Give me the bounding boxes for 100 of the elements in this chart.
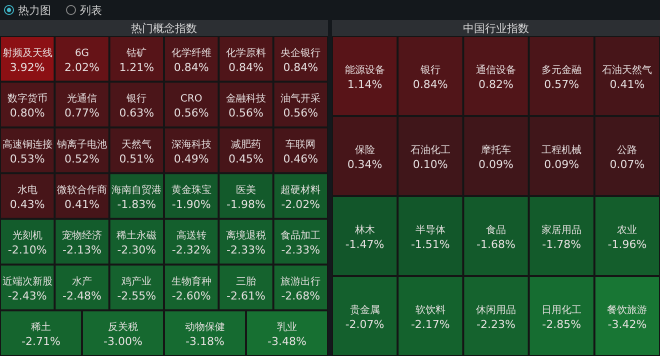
data-label: 0.07% bbox=[610, 158, 645, 171]
category-label: 海南自贸港 bbox=[112, 184, 162, 196]
category-label: 离境退税 bbox=[226, 230, 266, 242]
category-label: 贵金属 bbox=[350, 304, 380, 316]
category-label: 多元金融 bbox=[542, 64, 582, 76]
category-label: 深海科技 bbox=[171, 138, 212, 150]
data-label: 0.09% bbox=[478, 158, 514, 171]
category-label: 银行 bbox=[419, 65, 440, 76]
text: 热门概念指数 bbox=[131, 22, 197, 35]
data-label: -1.83% bbox=[117, 198, 156, 211]
data-label: -2.33% bbox=[281, 244, 320, 257]
category-label: 钴矿 bbox=[126, 46, 147, 59]
category-label: 光通信 bbox=[67, 92, 97, 105]
category-label: 超硬材料 bbox=[280, 184, 321, 196]
data-label: 0.46% bbox=[283, 152, 318, 166]
data-label: -1.96% bbox=[608, 238, 647, 251]
data-label: 0.84% bbox=[174, 60, 209, 74]
data-label: -2.30% bbox=[117, 244, 156, 257]
data-label: -2.61% bbox=[226, 289, 266, 302]
data-label: 0.09% bbox=[544, 158, 580, 171]
data-label: 0.56% bbox=[283, 106, 318, 120]
category-label: 反关税 bbox=[108, 321, 138, 334]
data-label: -1.78% bbox=[542, 238, 582, 251]
data-label: 0.41% bbox=[64, 198, 100, 211]
category-label: 医美 bbox=[236, 184, 256, 196]
text: 热力图 bbox=[18, 4, 51, 17]
category-label: 光刻机 bbox=[12, 230, 42, 242]
category-label: 鸡产业 bbox=[120, 275, 152, 288]
category-label: 动物保健 bbox=[185, 322, 225, 334]
category-label: 三胎 bbox=[236, 275, 256, 288]
category-label: 黄金珠宝 bbox=[171, 184, 212, 196]
category-label: 旅游出行 bbox=[280, 275, 321, 288]
category-label: 保险 bbox=[354, 144, 375, 156]
category-label: 乳业 bbox=[277, 321, 297, 334]
data-label: 0.10% bbox=[412, 158, 448, 171]
data-label: 3.92% bbox=[10, 60, 45, 74]
data-label: -2.71% bbox=[22, 335, 60, 348]
category-label: 6G bbox=[74, 48, 90, 59]
category-label: 食品加工 bbox=[280, 230, 321, 242]
data-label: 2.02% bbox=[64, 60, 100, 74]
category-label: 稀土 bbox=[31, 321, 51, 334]
category-label: 高送转 bbox=[176, 230, 206, 242]
category-label: 金融科技 bbox=[226, 92, 266, 105]
data-label: -3.18% bbox=[186, 335, 224, 348]
data-label: 0.84% bbox=[228, 60, 264, 74]
category-label: 油气开采 bbox=[280, 92, 321, 105]
data-label: 0.43% bbox=[10, 198, 45, 211]
data-label: 0.80% bbox=[10, 106, 45, 120]
data-label: -1.90% bbox=[172, 198, 211, 211]
category-label: 工程机械 bbox=[542, 144, 582, 156]
data-label: -2.07% bbox=[345, 318, 384, 331]
data-label: -2.02% bbox=[281, 198, 320, 211]
category-label: CRO bbox=[180, 94, 202, 105]
data-label: -2.23% bbox=[476, 318, 516, 331]
data-label: -2.32% bbox=[172, 244, 211, 257]
data-label: 0.77% bbox=[64, 106, 100, 120]
data-label: 0.41% bbox=[610, 78, 645, 91]
category-label: 车联网 bbox=[286, 138, 316, 150]
data-label: -2.55% bbox=[117, 289, 156, 302]
data-label: 0.82% bbox=[478, 78, 514, 91]
category-label: 央企银行 bbox=[280, 46, 321, 59]
category-label: 食品 bbox=[486, 224, 506, 236]
data-label: -2.68% bbox=[281, 289, 320, 302]
category-label: 林木 bbox=[354, 224, 375, 236]
data-label: -1.68% bbox=[476, 238, 516, 251]
category-label: 石油化工 bbox=[410, 144, 450, 156]
data-label: -1.47% bbox=[345, 238, 384, 251]
category-label: 半导体 bbox=[415, 224, 446, 236]
data-label: 0.84% bbox=[283, 60, 318, 74]
data-label: 0.84% bbox=[412, 78, 448, 91]
category-label: 水产 bbox=[72, 275, 92, 288]
data-label: 0.45% bbox=[228, 152, 264, 166]
data-label: -3.48% bbox=[268, 335, 306, 348]
category-label: 化学纤维 bbox=[171, 46, 212, 59]
data-label: 0.51% bbox=[119, 152, 154, 166]
data-label: 0.56% bbox=[228, 106, 264, 120]
data-label: -2.60% bbox=[172, 289, 211, 302]
category-label: 石油天然气 bbox=[602, 64, 652, 76]
category-label: 摩托车 bbox=[481, 144, 511, 156]
data-label: -2.48% bbox=[62, 289, 102, 302]
category-label: 农业 bbox=[617, 224, 638, 236]
category-label: 水电 bbox=[17, 184, 38, 196]
category-label: 钠离子电池 bbox=[56, 138, 107, 150]
data-label: -1.98% bbox=[226, 198, 266, 211]
data-label: 0.49% bbox=[174, 152, 209, 166]
category-label: 家居用品 bbox=[542, 224, 582, 236]
data-label: -2.43% bbox=[8, 289, 47, 302]
data-label: 0.53% bbox=[10, 152, 45, 166]
data-label: 1.14% bbox=[347, 78, 382, 91]
category-label: 射频及天线 bbox=[2, 46, 52, 59]
data-label: -2.33% bbox=[226, 244, 266, 257]
category-label: 银行 bbox=[126, 94, 147, 105]
category-label: 餐饮旅游 bbox=[607, 304, 648, 316]
text: 列表 bbox=[80, 4, 102, 17]
data-label: -2.17% bbox=[410, 318, 450, 331]
category-label: 通信设备 bbox=[476, 64, 516, 76]
category-label: 减肥药 bbox=[231, 138, 261, 150]
category-label: 近端次新股 bbox=[2, 275, 52, 288]
category-label: 软饮料 bbox=[415, 304, 446, 316]
category-label: 公路 bbox=[617, 144, 638, 156]
